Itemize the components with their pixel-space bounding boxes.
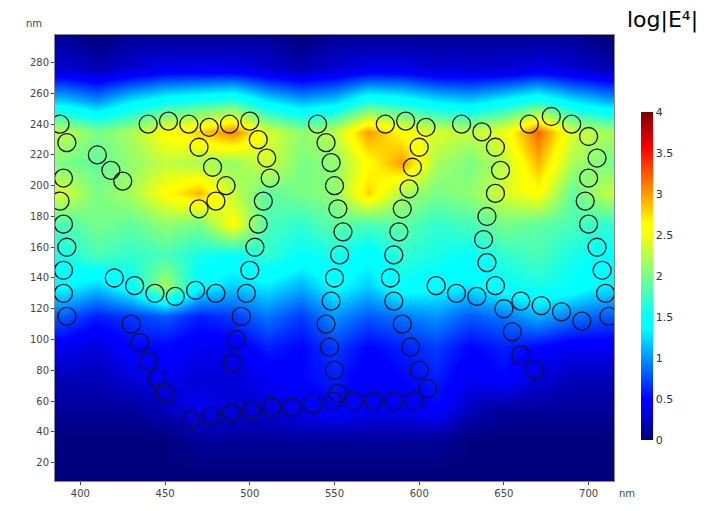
svg-text:700: 700 (579, 488, 598, 499)
svg-text:2: 2 (656, 270, 663, 283)
svg-text:240: 240 (30, 119, 49, 130)
svg-text:650: 650 (494, 488, 513, 499)
svg-text:1: 1 (656, 352, 663, 365)
svg-text:450: 450 (156, 488, 175, 499)
svg-text:1.5: 1.5 (656, 311, 674, 324)
svg-text:log|E⁴|: log|E⁴| (627, 7, 698, 33)
svg-text:140: 140 (30, 272, 49, 283)
svg-text:500: 500 (240, 488, 259, 499)
svg-text:2.5: 2.5 (656, 229, 674, 242)
svg-text:100: 100 (30, 334, 49, 345)
svg-text:200: 200 (30, 180, 49, 191)
svg-text:40: 40 (36, 426, 49, 437)
svg-text:280: 280 (30, 57, 49, 68)
svg-text:400: 400 (71, 488, 90, 499)
svg-text:260: 260 (30, 88, 49, 99)
svg-text:220: 220 (30, 149, 49, 160)
svg-text:4: 4 (656, 106, 663, 119)
svg-text:160: 160 (30, 242, 49, 253)
svg-text:20: 20 (36, 457, 49, 468)
svg-text:0: 0 (656, 434, 663, 447)
svg-text:3: 3 (656, 188, 663, 201)
svg-text:550: 550 (325, 488, 344, 499)
svg-text:nm: nm (619, 488, 635, 499)
svg-text:120: 120 (30, 303, 49, 314)
svg-text:3.5: 3.5 (656, 147, 674, 160)
svg-text:180: 180 (30, 211, 49, 222)
svg-text:0.5: 0.5 (656, 393, 674, 406)
svg-text:60: 60 (36, 396, 49, 407)
svg-text:600: 600 (410, 488, 429, 499)
svg-text:80: 80 (36, 365, 49, 376)
svg-text:nm: nm (26, 18, 42, 29)
